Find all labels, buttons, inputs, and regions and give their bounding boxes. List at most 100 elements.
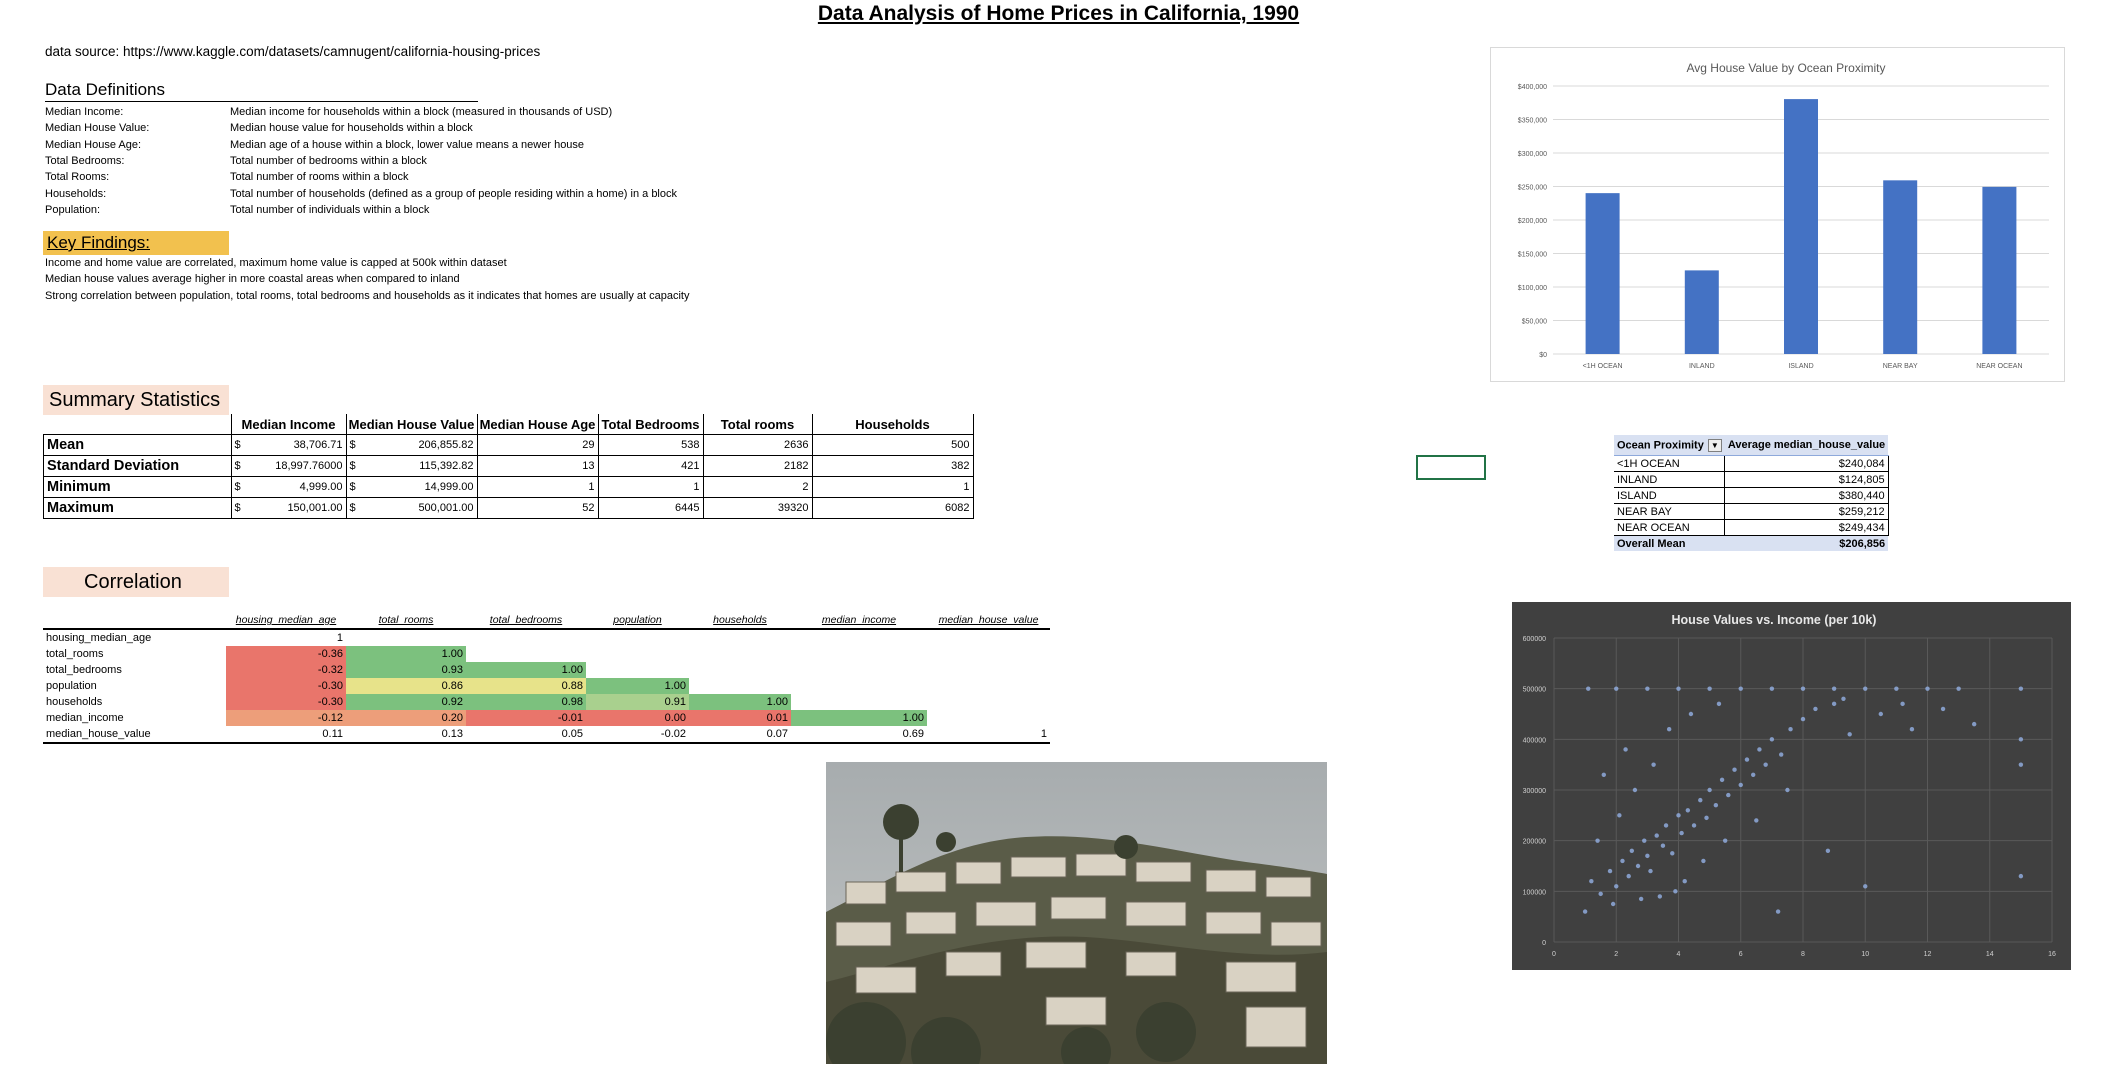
currency-symbol: $ <box>234 460 241 472</box>
definition-term: Median Income: <box>45 106 124 118</box>
bar-mark <box>1684 270 1719 354</box>
summary-row: Mean $38,706.71 $206,855.82 29 538 2636 500 <box>43 434 974 456</box>
scatter-x-tick: 16 <box>2048 951 2056 958</box>
bar-x-tick: <1H OCEAN <box>1583 363 1623 370</box>
correlation-matrix: housing_median_age total_rooms total_bedro… <box>43 612 1050 744</box>
currency-symbol: $ <box>234 502 241 514</box>
correlation-cell <box>346 629 466 646</box>
correlation-cell <box>689 629 791 646</box>
correlation-row-label: total_rooms <box>46 648 104 660</box>
scatter-point <box>1971 721 1977 727</box>
pivot-header-value: Average median_house_value <box>1724 435 1889 456</box>
bar-mark <box>1883 180 1918 354</box>
summary-row: Maximum $150,001.00 $500,001.00 52 6445 39320… <box>43 497 974 519</box>
summary-col-header: Median Income <box>231 414 347 435</box>
scatter-y-tick: 100000 <box>1523 889 1546 896</box>
key-findings-highlight <box>43 231 229 255</box>
currency-symbol: $ <box>234 481 241 493</box>
currency-symbol: $ <box>234 439 241 451</box>
scatter-point <box>1769 686 1775 691</box>
key-finding-item: Strong correlation between population, t… <box>45 289 690 302</box>
summary-cell: 6445 <box>597 497 704 519</box>
scatter-point <box>2018 762 2024 767</box>
summary-cell: 6082 <box>811 497 974 519</box>
summary-col-header: Median House Age <box>477 414 599 435</box>
correlation-cell: 0.86 <box>346 678 466 694</box>
correlation-heading: Correlation <box>84 571 182 593</box>
summary-value: 14,999.00 <box>424 481 474 493</box>
summary-col-header: Households <box>812 414 974 435</box>
pivot-category: ISLAND <box>1614 487 1726 504</box>
definition-desc: Total number of individuals within a blo… <box>230 203 430 216</box>
selected-cell[interactable] <box>1416 455 1486 480</box>
correlation-cell <box>689 662 791 678</box>
definition-term: Households: <box>45 187 107 200</box>
summary-cell: 13 <box>476 455 599 477</box>
correlation-cell <box>927 694 1050 710</box>
scatter-point <box>1586 686 1591 691</box>
correlation-row: median_income -0.12 0.20 -0.01 0.00 0.01 1.00 <box>43 710 1050 726</box>
definition-desc: Median house value for households within… <box>230 122 473 135</box>
summary-value: 115,392.82 <box>419 460 474 472</box>
scatter-point <box>1589 879 1594 884</box>
scatter-point <box>1614 686 1619 691</box>
scatter-point <box>1654 833 1659 838</box>
correlation-cell: 1 <box>336 632 343 644</box>
scatter-point <box>1831 686 1837 691</box>
data-source-text: data source: https://www.kaggle.com/data… <box>45 44 541 59</box>
scatter-point <box>1722 838 1728 843</box>
scatter-y-tick: 600000 <box>1523 636 1546 643</box>
correlation-row: total_bedrooms -0.32 0.93 1.00 <box>43 662 1050 678</box>
scatter-point <box>1956 686 1961 691</box>
key-finding-item: Median house values average higher in mo… <box>45 273 460 286</box>
scatter-point <box>1909 727 1915 732</box>
correlation-cell: 0.00 <box>586 710 689 726</box>
scatter-point <box>1813 706 1818 712</box>
correlation-row: total_rooms -0.36 1.00 <box>43 646 1050 662</box>
scatter-point <box>1676 686 1681 691</box>
correlation-cell: 0.20 <box>346 710 466 726</box>
correlation-cell: 0.11 <box>226 726 346 744</box>
bar-y-tick: $400,000 <box>1518 84 1547 91</box>
scatter-point <box>1863 884 1868 889</box>
definitions-heading: Data Definitions <box>45 80 166 99</box>
correlation-col-header: total_rooms <box>346 612 466 630</box>
scatter-point <box>1635 863 1641 869</box>
scatter-x-tick: 2 <box>1614 951 1618 958</box>
scatter-point <box>1673 889 1678 894</box>
filter-dropdown-icon[interactable]: ▼ <box>1707 438 1722 452</box>
correlation-cell: -0.36 <box>226 646 346 662</box>
bar-y-tick: $0 <box>1539 352 1547 359</box>
scatter-x-tick: 14 <box>1986 951 1994 958</box>
correlation-cell: -0.32 <box>226 662 346 678</box>
pivot-row: <1H OCEAN $240,084 <box>1614 455 1889 472</box>
pivot-value: $259,212 <box>1724 503 1889 520</box>
summary-col-header: Total Bedrooms <box>598 414 704 435</box>
scatter-point <box>1779 752 1784 757</box>
scatter-x-tick: 4 <box>1677 951 1681 958</box>
scatter-y-tick: 300000 <box>1523 788 1546 795</box>
pivot-value: $249,434 <box>1724 519 1889 536</box>
scatter-point <box>1800 686 1806 691</box>
summary-cell: 421 <box>597 455 704 477</box>
correlation-cell <box>927 710 1050 726</box>
definition-term: Total Bedrooms: <box>45 154 125 167</box>
summary-row: Minimum $4,999.00 $14,999.00 1 1 2 1 <box>43 476 974 498</box>
scatter-point <box>1614 884 1619 889</box>
pivot-header-proximity[interactable]: Ocean Proximity ▼ <box>1614 435 1725 456</box>
definition-term: Population: <box>45 203 101 216</box>
summary-cell: 2 <box>702 476 813 498</box>
summary-cell: 2636 <box>702 434 813 456</box>
scatter-point <box>1738 686 1743 691</box>
correlation-row-label: housing_median_age <box>46 632 152 644</box>
summary-cell: $14,999.00 <box>345 476 478 498</box>
key-finding-item: Income and home value are correlated, ma… <box>45 257 507 269</box>
scatter-point <box>1632 787 1638 793</box>
summary-corner <box>43 414 232 435</box>
scatter-point <box>1629 848 1635 853</box>
scatter-point <box>1691 823 1697 828</box>
summary-cell: $38,706.71 <box>230 434 347 456</box>
correlation-row: households -0.30 0.92 0.98 0.91 1.00 <box>43 694 1050 710</box>
scatter-point <box>1738 782 1743 788</box>
correlation-cell <box>689 678 791 694</box>
